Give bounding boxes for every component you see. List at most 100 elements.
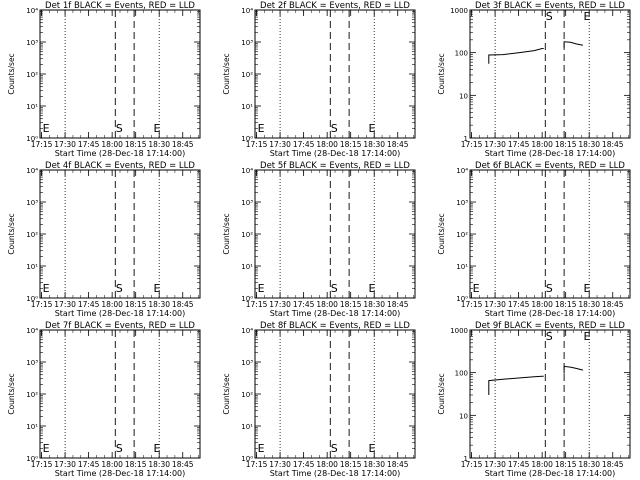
marker-s: S	[546, 282, 553, 295]
x-tick-label: 17:30	[54, 140, 76, 149]
y-axis-label: Counts/sec	[222, 373, 231, 414]
x-tick-label: 18:45	[387, 140, 409, 149]
x-tick-label: 18:30	[363, 300, 385, 309]
chart-title: Det 5f BLACK = Events, RED = LLD	[260, 161, 410, 171]
x-axis-label: Start Time (28-Dec-18 17:14:00)	[55, 309, 186, 318]
y-tick-label: 10³	[241, 359, 253, 367]
x-tick-label: 17:30	[54, 300, 76, 309]
y-tick-label: 10²	[26, 231, 38, 239]
x-tick-label: 18:45	[602, 300, 624, 309]
x-tick-label: 18:15	[555, 300, 577, 309]
x-tick-label: 17:15	[461, 460, 483, 469]
x-tick-label: 17:45	[78, 460, 100, 469]
x-tick-label: 17:15	[246, 300, 268, 309]
x-tick-label: 17:45	[78, 140, 100, 149]
chart-title: Det 1f BLACK = Events, RED = LLD	[45, 1, 195, 11]
y-tick-label: 10¹	[26, 423, 38, 431]
marker-e: E	[153, 282, 160, 295]
y-axis-label: Counts/sec	[437, 213, 446, 254]
chart-title: Det 2f BLACK = Events, RED = LLD	[260, 1, 410, 11]
x-tick-label: 17:15	[31, 300, 53, 309]
x-axis-label: Start Time (28-Dec-18 17:14:00)	[485, 309, 616, 318]
marker-e: E	[258, 122, 265, 135]
x-tick-label: 18:30	[363, 140, 385, 149]
chart-panel-7: Det 7f BLACK = Events, RED = LLD 10⁰ 10¹ 10…	[7, 321, 201, 478]
chart-title: Det 8f BLACK = Events, RED = LLD	[260, 321, 410, 331]
y-axis-label: Counts/sec	[7, 213, 16, 254]
plot-frame	[469, 9, 631, 139]
x-axis-label: Start Time (28-Dec-18 17:14:00)	[485, 469, 616, 478]
chart-title: Det 7f BLACK = Events, RED = LLD	[45, 321, 195, 331]
x-tick-label: 18:30	[578, 300, 600, 309]
y-tick-label: 10³	[241, 39, 253, 47]
chart-panel-5: Det 5f BLACK = Events, RED = LLD 10⁰ 10¹ 10…	[222, 161, 416, 318]
x-axis-label: Start Time (28-Dec-18 17:14:00)	[270, 149, 401, 158]
y-axis-label: Counts/sec	[437, 53, 446, 94]
x-axis-label: Start Time (28-Dec-18 17:14:00)	[270, 469, 401, 478]
marker-e: E	[43, 122, 50, 135]
marker-e: E	[368, 442, 375, 455]
y-tick-label: 10¹	[26, 263, 38, 271]
x-tick-label: 18:00	[531, 460, 553, 469]
x-tick-label: 17:30	[484, 460, 506, 469]
x-tick-label: 18:30	[148, 300, 170, 309]
y-tick-label: 10¹	[241, 263, 253, 271]
x-tick-label: 18:45	[172, 460, 194, 469]
y-tick-label: 10²	[456, 231, 468, 239]
x-tick-label: 17:45	[508, 460, 530, 469]
x-tick-label: 17:30	[484, 300, 506, 309]
y-tick-label: 10⁰	[26, 295, 38, 303]
y-tick-label: 10⁴	[26, 167, 38, 175]
x-tick-label: 18:00	[316, 140, 338, 149]
chart-panel-4: Det 4f BLACK = Events, RED = LLD 10⁰ 10¹ 10…	[7, 161, 201, 318]
x-tick-label: 17:45	[293, 300, 315, 309]
marker-e: E	[43, 282, 50, 295]
x-tick-label: 18:15	[340, 460, 362, 469]
plot-frame	[254, 329, 416, 459]
y-tick-label: 1000	[450, 7, 468, 15]
x-axis-label: Start Time (28-Dec-18 17:14:00)	[485, 149, 616, 158]
y-tick-label: 10²	[241, 231, 253, 239]
y-tick-label: 10¹	[26, 103, 38, 111]
y-axis-label: Counts/sec	[222, 53, 231, 94]
y-tick-label: 10⁴	[26, 327, 38, 335]
x-tick-label: 18:30	[148, 460, 170, 469]
y-tick-label: 10³	[26, 359, 38, 367]
y-tick-label: 10³	[26, 39, 38, 47]
marker-s: S	[116, 282, 123, 295]
y-tick-label: 10²	[241, 71, 253, 79]
y-tick-label: 10⁰	[456, 295, 468, 303]
x-tick-label: 17:45	[293, 460, 315, 469]
x-tick-label: 18:00	[101, 300, 123, 309]
x-tick-label: 18:30	[578, 460, 600, 469]
plot-frame	[469, 329, 631, 459]
x-tick-label: 17:15	[246, 460, 268, 469]
chart-panel-3: Det 3f BLACK = Events, RED = LLD 1 10 100 10…	[437, 1, 631, 158]
plot-frame	[469, 169, 631, 299]
marker-e: E	[473, 282, 480, 295]
x-tick-label: 18:00	[316, 300, 338, 309]
x-tick-label: 18:15	[340, 300, 362, 309]
x-tick-label: 17:30	[269, 140, 291, 149]
x-tick-label: 17:30	[269, 460, 291, 469]
marker-e: E	[583, 10, 590, 23]
y-axis-label: Counts/sec	[437, 373, 446, 414]
y-tick-label: 10⁰	[26, 455, 38, 463]
chart-panel-8: Det 8f BLACK = Events, RED = LLD 10⁰ 10¹ 10…	[222, 321, 416, 478]
x-tick-label: 18:00	[316, 460, 338, 469]
marker-s: S	[546, 330, 553, 343]
marker-s: S	[116, 442, 123, 455]
x-tick-label: 17:15	[246, 140, 268, 149]
marker-e: E	[43, 442, 50, 455]
x-axis-label: Start Time (28-Dec-18 17:14:00)	[55, 469, 186, 478]
y-tick-label: 100	[455, 50, 468, 58]
x-tick-label: 17:30	[269, 300, 291, 309]
y-tick-label: 10	[459, 412, 468, 420]
x-tick-label: 18:15	[555, 140, 577, 149]
plot-frame	[39, 169, 201, 299]
y-tick-label: 10⁴	[241, 167, 253, 175]
y-tick-label: 1	[464, 135, 468, 143]
chart-panel-2: Det 2f BLACK = Events, RED = LLD 10⁰ 10¹ 10…	[222, 1, 416, 158]
marker-s: S	[546, 10, 553, 23]
marker-s: S	[331, 122, 338, 135]
